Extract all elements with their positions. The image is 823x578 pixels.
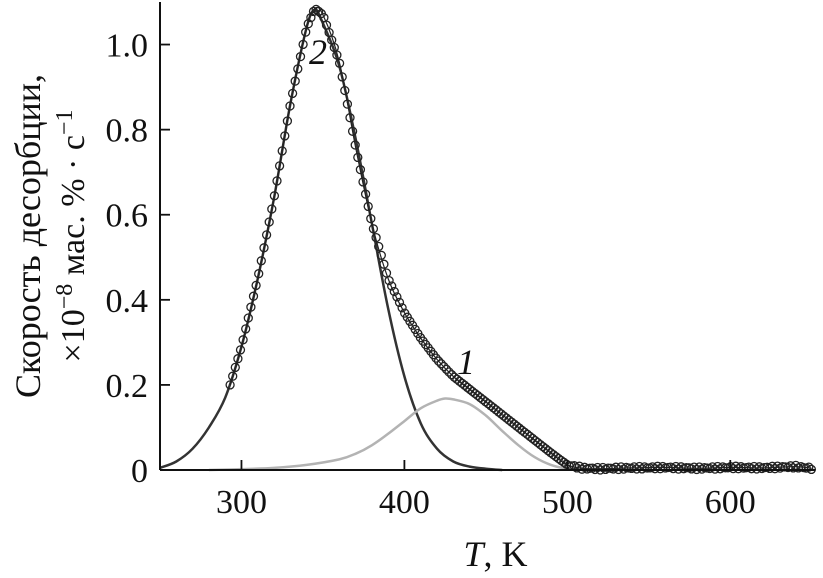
data-point — [314, 6, 324, 17]
data-point — [431, 353, 441, 363]
data-point — [342, 99, 353, 109]
data-point — [340, 85, 350, 96]
data-point — [301, 27, 311, 37]
data-point — [444, 367, 454, 377]
data-point — [371, 232, 381, 243]
experiment-points — [225, 4, 817, 475]
data-point — [269, 191, 280, 201]
data-point — [397, 303, 407, 313]
data-point — [334, 58, 345, 68]
data-point — [355, 164, 366, 175]
data-point — [368, 224, 379, 234]
y-axis-title: Скорость десорбции, ×10−8 мас. % · с−1 — [8, 74, 92, 398]
data-point — [350, 140, 360, 150]
data-point — [436, 359, 446, 369]
data-point — [259, 243, 269, 253]
data-point — [246, 302, 256, 312]
experiment-line — [229, 6, 812, 470]
data-point — [345, 113, 355, 123]
data-point — [379, 259, 389, 269]
y-tick-label: 0.8 — [106, 113, 149, 150]
data-point — [282, 116, 293, 126]
data-point — [337, 72, 347, 82]
data-point — [272, 176, 282, 186]
curve-label-2: 2 — [309, 32, 327, 72]
data-point — [261, 230, 272, 240]
data-point — [384, 275, 394, 286]
data-point — [298, 39, 308, 50]
data-point — [394, 297, 405, 308]
x-axis-title: T, K — [463, 534, 527, 574]
data-point — [241, 324, 251, 334]
data-point — [287, 88, 298, 99]
data-point — [280, 131, 290, 141]
x-tick-label: 600 — [705, 484, 756, 521]
data-point — [358, 177, 368, 187]
data-point — [804, 462, 814, 472]
data-point — [347, 126, 358, 136]
data-point — [267, 204, 277, 214]
y-tick-label: 1.0 — [106, 28, 149, 65]
data-point — [392, 292, 402, 302]
y-tick-label: 0 — [131, 453, 148, 490]
data-point — [366, 213, 376, 224]
data-point — [235, 345, 246, 355]
x-tick-label: 300 — [216, 484, 267, 521]
y-axis-title-line2: ×10−8 мас. % · с−1 — [52, 110, 92, 363]
y-tick-label: 0.4 — [106, 283, 149, 320]
data-point — [363, 201, 373, 212]
data-point — [295, 51, 306, 62]
curve-label-1: 1 — [457, 342, 475, 382]
data-point — [303, 19, 313, 29]
series-line-1 — [208, 397, 584, 472]
data-point — [251, 280, 261, 291]
data-point — [256, 256, 266, 266]
data-point — [243, 313, 253, 323]
y-axis-title-line1: Скорость десорбции, — [8, 74, 48, 398]
data-point — [225, 380, 235, 390]
data-point — [376, 250, 386, 260]
data-point — [306, 12, 316, 23]
data-point — [264, 217, 274, 227]
data-point — [277, 146, 287, 156]
data-point — [387, 281, 397, 291]
data-point — [274, 161, 285, 171]
data-point — [248, 291, 259, 301]
y-tick-label: 0.6 — [106, 198, 149, 235]
y-tick-label: 0.2 — [106, 368, 149, 405]
data-point — [230, 362, 240, 373]
x-tick-label: 400 — [379, 484, 430, 521]
data-point — [293, 64, 303, 74]
series-line-2 — [159, 9, 503, 472]
data-point — [233, 354, 243, 364]
data-point — [353, 152, 363, 163]
data-point — [441, 364, 452, 374]
data-point — [285, 101, 295, 111]
series-layer — [159, 4, 817, 475]
data-point — [389, 286, 399, 297]
labels-layer: 300 400 500 600 0 0.2 0.4 0.6 0.8 1.0 T, K Скорость… — [8, 28, 756, 574]
data-point — [254, 269, 264, 279]
data-point — [360, 189, 371, 199]
data-point — [447, 370, 457, 380]
data-point — [332, 50, 342, 60]
axes-layer — [159, 2, 815, 471]
data-point — [374, 241, 384, 252]
data-point — [290, 76, 300, 86]
data-point — [439, 361, 449, 372]
data-point — [433, 356, 444, 366]
data-point — [238, 335, 248, 345]
data-point — [228, 371, 238, 381]
x-tick-label: 500 — [542, 484, 593, 521]
